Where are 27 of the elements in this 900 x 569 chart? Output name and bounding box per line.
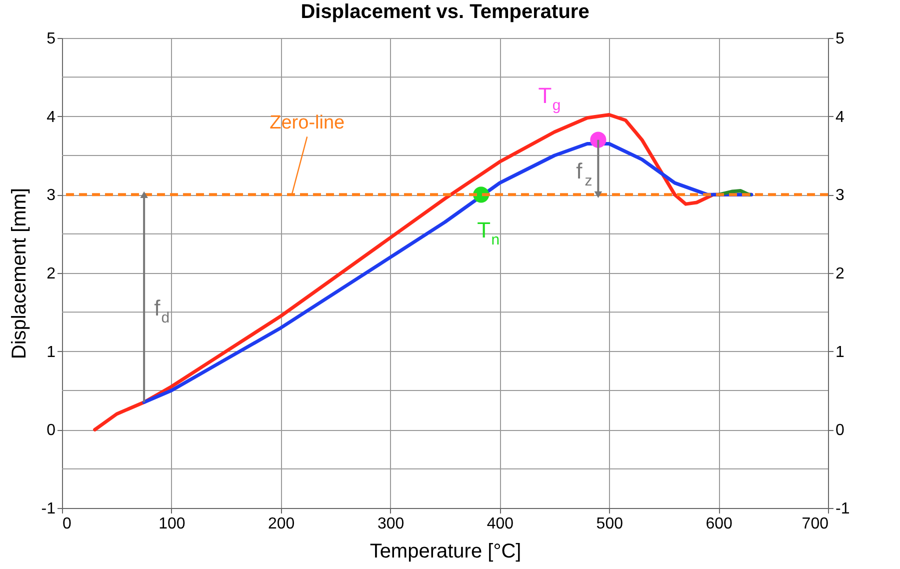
ref-line-label: Zero-line — [270, 112, 345, 134]
y-tick-label: 4 — [46, 108, 56, 126]
x-tick-label: 500 — [596, 516, 624, 532]
y-axis-title: Displacement [mm] — [8, 188, 30, 360]
y-tick-label: 0 — [46, 422, 56, 440]
x-tick-label: 600 — [706, 516, 733, 532]
chart-title: Displacement vs. Temperature — [300, 1, 590, 23]
x-tick-label: 200 — [268, 516, 295, 532]
x-tick-label: 0 — [62, 516, 72, 532]
y2-tick-label: 2 — [836, 266, 844, 282]
x-axis-title: Temperature [°C] — [370, 540, 522, 562]
y2-tick-label: 0 — [836, 422, 844, 440]
x-tick-label: 700 — [802, 516, 829, 532]
y2-tick-label: -1 — [836, 500, 850, 518]
x-tick-label: 300 — [377, 516, 404, 532]
y2-tick-label: 1 — [836, 344, 844, 361]
x-tick-label: 100 — [158, 516, 186, 532]
y-tick-label: 5 — [46, 30, 56, 48]
y-tick-label: 3 — [46, 187, 56, 204]
x-tick-label: 400 — [486, 516, 514, 532]
y-tick-label: 2 — [46, 266, 56, 282]
y2-tick-label: 4 — [836, 108, 844, 126]
y2-tick-label: 5 — [836, 30, 844, 48]
y-tick-label: -1 — [41, 500, 56, 518]
line-series — [142, 142, 754, 404]
y-tick-label: 1 — [46, 344, 56, 361]
y2-tick-label: 3 — [836, 187, 844, 204]
